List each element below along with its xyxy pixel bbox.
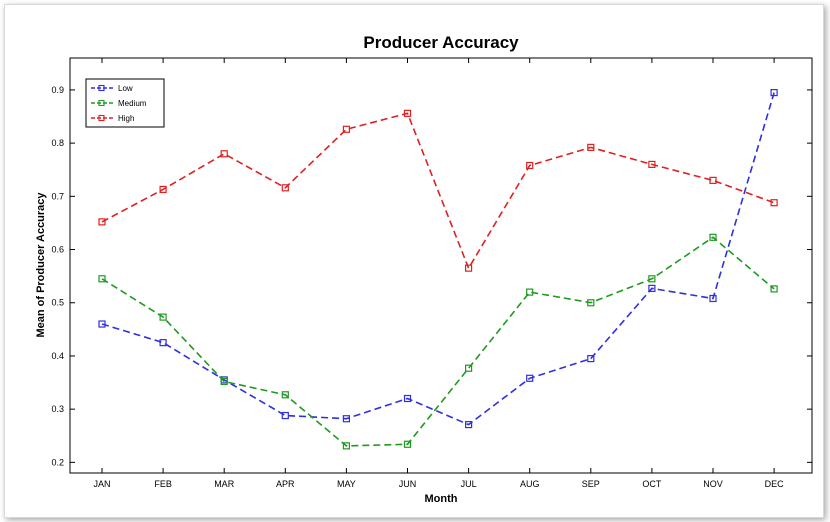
x-tick-label: JUN — [399, 479, 417, 489]
x-tick-label: APR — [276, 479, 295, 489]
data-point-medium — [98, 275, 106, 283]
data-point-low — [770, 88, 778, 97]
legend-marker-low — [98, 84, 105, 92]
data-point-low — [98, 320, 106, 328]
data-point-medium — [526, 288, 534, 296]
data-point-medium — [342, 442, 350, 450]
series-line-low — [101, 92, 775, 426]
x-tick-label: FEB — [154, 479, 172, 489]
data-point-low — [403, 394, 412, 403]
x-tick-label: AUG — [520, 479, 540, 489]
x-axis: JAN FEB MAR APR MAY JUN JUL AUG SEP OCT NOV DEC — [93, 58, 784, 489]
data-point-low — [648, 284, 656, 292]
chart-title: Producer Accuracy — [363, 33, 519, 52]
data-point-high — [770, 199, 778, 207]
data-point-medium — [709, 233, 717, 241]
data-point-low — [281, 411, 289, 420]
data-point-medium — [648, 275, 656, 283]
x-tick-label: MAR — [214, 479, 235, 489]
y-tick-label: 0.4 — [51, 351, 64, 361]
data-point-high — [281, 184, 289, 192]
x-tick-label: MAY — [337, 479, 356, 489]
y-axis: 0.2 0.3 0.4 0.5 0.6 0.7 0.8 0.9 — [51, 85, 812, 467]
data-point-high — [709, 176, 717, 184]
legend-marker-medium — [98, 99, 105, 107]
data-point-medium — [281, 391, 289, 399]
data-point-high — [159, 185, 167, 194]
data-point-medium — [770, 285, 778, 293]
data-point-high — [98, 218, 106, 226]
plot-area — [69, 57, 813, 474]
legend-label-high: High — [118, 114, 134, 123]
series-line-medium — [101, 236, 775, 447]
data-point-low — [159, 339, 167, 347]
data-point-low — [342, 415, 350, 423]
data-point-low — [709, 294, 717, 303]
x-tick-label: OCT — [642, 479, 662, 489]
y-tick-label: 0.3 — [51, 404, 64, 414]
y-tick-label: 0.7 — [51, 191, 64, 201]
data-point-high — [465, 264, 473, 272]
x-axis-label: Month — [425, 493, 458, 505]
x-tick-label: DEC — [765, 479, 785, 489]
legend: Low Medium High — [85, 78, 165, 128]
legend-marker-high — [98, 114, 105, 122]
y-tick-label: 0.2 — [51, 457, 64, 467]
data-point-medium — [465, 364, 473, 372]
series-line-high — [101, 112, 775, 271]
data-point-medium — [220, 377, 228, 386]
data-point-high — [587, 143, 595, 151]
data-point-high — [403, 109, 412, 117]
x-tick-label: JAN — [93, 479, 110, 489]
data-point-low — [526, 374, 534, 382]
y-tick-label: 0.5 — [51, 298, 64, 308]
legend-label-medium: Medium — [118, 99, 147, 108]
data-point-high — [220, 150, 228, 158]
data-point-high — [648, 160, 656, 169]
x-tick-label: NOV — [703, 479, 723, 489]
data-point-medium — [159, 313, 167, 321]
data-point-high — [342, 125, 350, 133]
data-point-low — [465, 420, 473, 429]
y-tick-label: 0.9 — [51, 85, 64, 95]
data-point-high — [526, 161, 534, 170]
data-point-medium — [587, 299, 595, 307]
y-tick-label: 0.8 — [51, 138, 64, 148]
legend-label-low: Low — [118, 84, 133, 93]
data-point-low — [587, 355, 595, 363]
x-tick-label: JUL — [461, 479, 477, 489]
series-layer — [98, 88, 778, 450]
y-axis-label: Mean of Producer Accuracy — [35, 192, 47, 338]
x-tick-label: SEP — [582, 479, 600, 489]
y-tick-label: 0.6 — [51, 245, 64, 255]
data-point-medium — [403, 440, 412, 448]
